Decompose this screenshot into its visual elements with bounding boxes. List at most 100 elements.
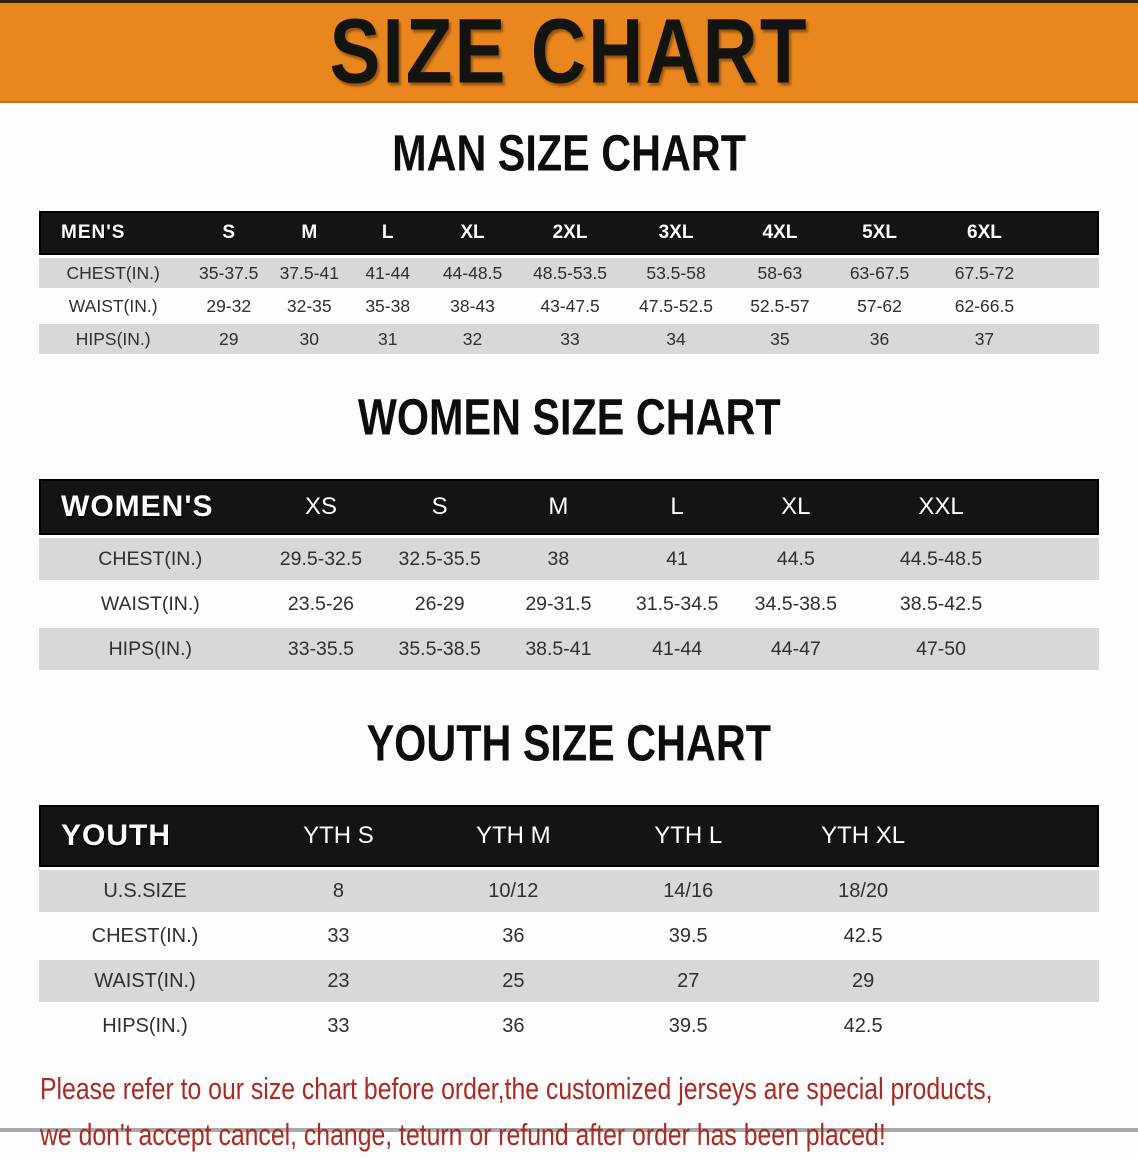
size-cell: 32.5-35.5 bbox=[380, 538, 500, 580]
size-column-header: 3XL bbox=[621, 211, 731, 255]
size-cell: 10/12 bbox=[425, 870, 601, 912]
women-size-table: WOMEN'S XS S M L XL XXL CHEST(IN.) 29.5-32.5 32.5… bbox=[39, 476, 1099, 673]
size-column-header: XS bbox=[261, 479, 381, 535]
size-cell: 38.5-41 bbox=[499, 628, 618, 670]
size-cell: 14/16 bbox=[600, 870, 776, 912]
size-cell: 29.5-32.5 bbox=[261, 538, 381, 580]
size-column-header: YTH L bbox=[600, 805, 776, 867]
size-cell: 47-50 bbox=[855, 628, 1027, 670]
size-cell: 58-63 bbox=[730, 258, 830, 288]
size-column-header: YTH S bbox=[251, 805, 426, 867]
size-cell: 35 bbox=[730, 324, 830, 354]
header-row: WOMEN'S XS S M L XL XXL bbox=[39, 479, 1099, 535]
filler-cell bbox=[950, 915, 1099, 957]
table-row: U.S.SIZE 8 10/12 14/16 18/20 bbox=[39, 870, 1099, 912]
size-cell: 52.5-57 bbox=[730, 291, 830, 321]
size-cell: 18/20 bbox=[775, 870, 951, 912]
size-cell: 29-31.5 bbox=[499, 583, 618, 625]
order-disclaimer: Please refer to our size chart before or… bbox=[40, 1066, 1138, 1158]
size-cell: 35-37.5 bbox=[187, 258, 271, 288]
size-cell: 29 bbox=[775, 960, 951, 1002]
youth-size-section: YOUTH SIZE CHART YOUTH YTH S YTH M YTH L YTH… bbox=[0, 713, 1138, 1050]
size-cell: 31 bbox=[348, 324, 427, 354]
women-section-heading-text: WOMEN SIZE CHART bbox=[357, 387, 781, 446]
size-cell: 39.5 bbox=[600, 915, 776, 957]
row-label: CHEST(IN.) bbox=[39, 258, 188, 288]
women-section-heading: WOMEN SIZE CHART bbox=[0, 387, 1138, 450]
size-cell: 41 bbox=[617, 538, 737, 580]
size-cell: 30 bbox=[270, 324, 349, 354]
filler-header-cell bbox=[1026, 479, 1099, 535]
table-row: CHEST(IN.) 29.5-32.5 32.5-35.5 38 41 44.5 44.5… bbox=[39, 538, 1099, 580]
table-corner-label: WOMEN'S bbox=[39, 479, 262, 535]
size-cell: 25 bbox=[425, 960, 601, 1002]
filler-cell bbox=[1026, 538, 1099, 580]
filler-cell bbox=[1039, 291, 1099, 321]
size-cell: 67.5-72 bbox=[929, 258, 1040, 288]
filler-cell bbox=[950, 870, 1099, 912]
size-cell: 53.5-58 bbox=[621, 258, 731, 288]
table-row: CHEST(IN.) 33 36 39.5 42.5 bbox=[39, 915, 1099, 957]
filler-cell bbox=[1039, 258, 1099, 288]
size-cell: 23 bbox=[251, 960, 426, 1002]
row-label: HIPS(IN.) bbox=[39, 324, 188, 354]
size-cell: 63-67.5 bbox=[829, 258, 930, 288]
youth-size-table: YOUTH YTH S YTH M YTH L YTH XL U.S.SIZE 8 10/12… bbox=[39, 802, 1099, 1050]
youth-section-heading-text: YOUTH SIZE CHART bbox=[366, 713, 772, 772]
size-cell: 44.5 bbox=[736, 538, 856, 580]
men-section-heading-text: MAN SIZE CHART bbox=[392, 123, 746, 182]
size-cell: 38-43 bbox=[426, 291, 519, 321]
size-column-header: S bbox=[187, 211, 271, 255]
filler-header-cell bbox=[1039, 211, 1099, 255]
filler-cell bbox=[1039, 324, 1099, 354]
size-cell: 35.5-38.5 bbox=[380, 628, 500, 670]
size-cell: 8 bbox=[251, 870, 426, 912]
row-label: CHEST(IN.) bbox=[39, 538, 262, 580]
size-column-header: XXL bbox=[855, 479, 1027, 535]
table-row: WAIST(IN.) 23.5-26 26-29 29-31.5 31.5-34.5 34… bbox=[39, 583, 1099, 625]
size-chart-banner: SIZE CHART bbox=[0, 0, 1138, 104]
filler-cell bbox=[1026, 583, 1099, 625]
table-row: CHEST(IN.) 35-37.5 37.5-41 41-44 44-48.5 48.5… bbox=[39, 258, 1099, 288]
size-cell: 35-38 bbox=[348, 291, 427, 321]
size-cell: 44.5-48.5 bbox=[855, 538, 1027, 580]
men-size-section: MAN SIZE CHART MEN'S S M L XL 2XL 3XL 4XL 5XL 6XL… bbox=[0, 123, 1138, 357]
size-cell: 44-47 bbox=[736, 628, 856, 670]
size-column-header: M bbox=[270, 211, 349, 255]
size-column-header: 6XL bbox=[929, 211, 1040, 255]
disclaimer-line-1: Please refer to our size chart before or… bbox=[40, 1071, 993, 1106]
size-column-header: M bbox=[499, 479, 618, 535]
filler-cell bbox=[950, 1005, 1099, 1047]
size-column-header: XL bbox=[736, 479, 856, 535]
size-cell: 26-29 bbox=[380, 583, 500, 625]
row-label: HIPS(IN.) bbox=[39, 628, 262, 670]
disclaimer-line-2: we don't accept cancel, change, teturn o… bbox=[40, 1117, 886, 1152]
table-corner-label: MEN'S bbox=[39, 211, 188, 255]
size-column-header: 5XL bbox=[829, 211, 930, 255]
banner-title: SIZE CHART bbox=[329, 0, 809, 104]
size-cell: 42.5 bbox=[775, 915, 951, 957]
row-label: CHEST(IN.) bbox=[39, 915, 251, 957]
size-column-header: 2XL bbox=[518, 211, 622, 255]
filler-header-cell bbox=[950, 805, 1099, 867]
filler-cell bbox=[1026, 628, 1099, 670]
table-row: WAIST(IN.) 23 25 27 29 bbox=[39, 960, 1099, 1002]
size-cell: 33 bbox=[251, 1005, 426, 1047]
size-cell: 37.5-41 bbox=[270, 258, 349, 288]
men-size-table: MEN'S S M L XL 2XL 3XL 4XL 5XL 6XL CHEST(IN.) 35-37… bbox=[39, 208, 1099, 357]
size-cell: 44-48.5 bbox=[426, 258, 519, 288]
size-cell: 48.5-53.5 bbox=[518, 258, 622, 288]
filler-cell bbox=[950, 960, 1099, 1002]
size-cell: 62-66.5 bbox=[929, 291, 1040, 321]
youth-section-heading: YOUTH SIZE CHART bbox=[0, 713, 1138, 776]
size-column-header: 4XL bbox=[730, 211, 830, 255]
size-cell: 31.5-34.5 bbox=[617, 583, 737, 625]
size-cell: 43-47.5 bbox=[518, 291, 622, 321]
size-cell: 36 bbox=[425, 915, 601, 957]
size-cell: 29 bbox=[187, 324, 271, 354]
row-label: WAIST(IN.) bbox=[39, 291, 188, 321]
header-row: MEN'S S M L XL 2XL 3XL 4XL 5XL 6XL bbox=[39, 211, 1099, 255]
table-row: HIPS(IN.) 33 36 39.5 42.5 bbox=[39, 1005, 1099, 1047]
size-cell: 36 bbox=[425, 1005, 601, 1047]
size-cell: 34 bbox=[621, 324, 731, 354]
